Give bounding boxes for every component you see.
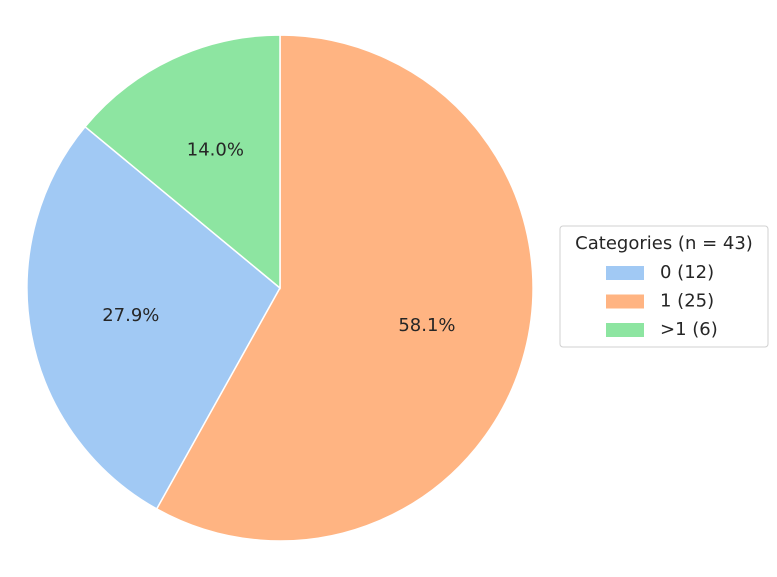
- legend-label: 0 (12): [660, 262, 714, 283]
- legend-swatch: [606, 266, 644, 280]
- pie: [26, 34, 534, 542]
- slice-label: 58.1%: [398, 315, 455, 336]
- slice-label: 14.0%: [187, 140, 244, 161]
- legend-swatch: [606, 294, 644, 309]
- pie-slice: [84, 34, 281, 290]
- pie-slice: [155, 34, 534, 542]
- legend-box: [559, 225, 769, 348]
- legend-label: 1 (25): [660, 291, 714, 312]
- legend-swatch: [606, 323, 644, 337]
- legend-label: >1 (6): [660, 319, 718, 340]
- legend-title: Categories (n = 43): [575, 233, 753, 254]
- pie-slice: [26, 125, 281, 510]
- slice-label: 27.9%: [102, 305, 159, 326]
